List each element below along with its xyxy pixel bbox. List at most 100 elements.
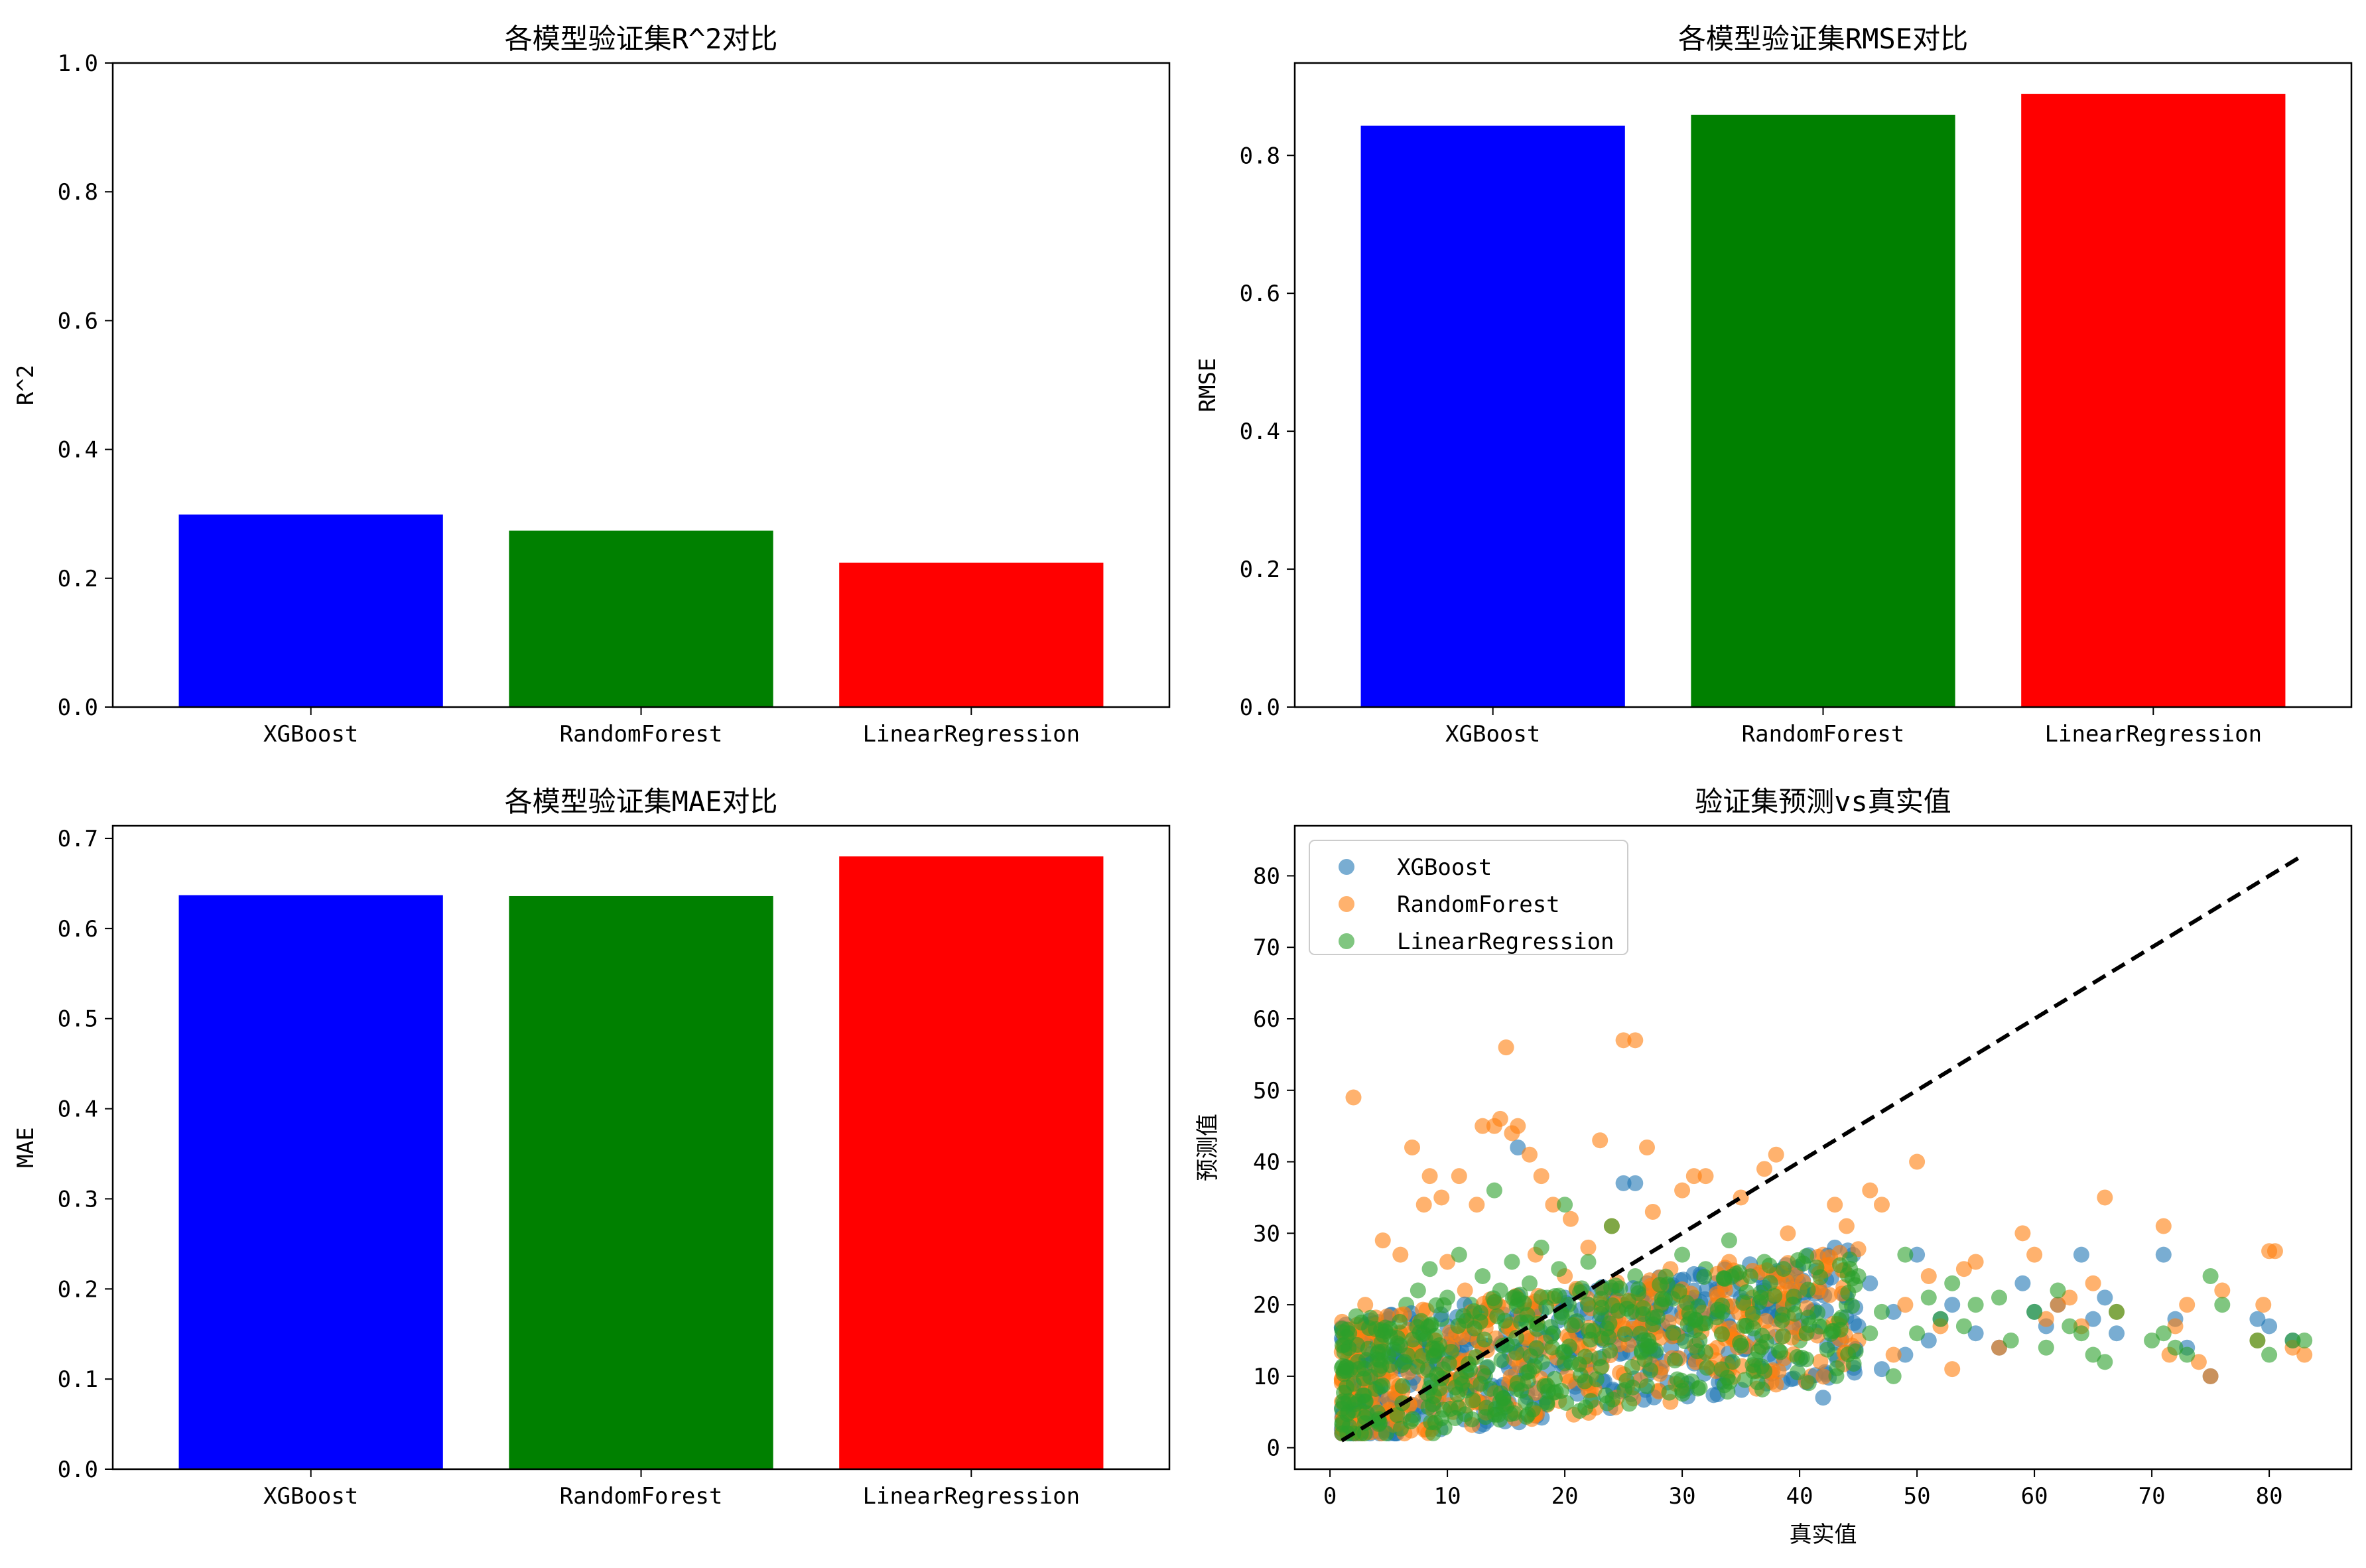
scatter-point-linearregression — [1551, 1261, 1567, 1277]
scatter-point-linearregression — [1509, 1374, 1526, 1391]
scatter-point-linearregression — [1798, 1325, 1815, 1341]
scatter-point-randomforest — [2202, 1368, 2219, 1384]
scatter-point-randomforest — [2296, 1346, 2313, 1363]
scatter-point-randomforest — [1627, 1032, 1644, 1049]
scatter-point-linearregression — [1728, 1266, 1744, 1282]
scatter-point-linearregression — [2097, 1354, 2113, 1370]
scatter-point-linearregression — [1800, 1375, 1817, 1392]
scatter-point-linearregression — [1579, 1296, 1596, 1313]
x-tick-label: 40 — [1786, 1483, 1813, 1510]
y-tick-label: 0.0 — [58, 1457, 98, 1483]
bar-randomforest — [1691, 114, 1955, 708]
scatter-point-linearregression — [2155, 1325, 2172, 1342]
scatter-point-linearregression — [1709, 1301, 1726, 1318]
chart-title: 各模型验证集RMSE对比 — [1678, 23, 1968, 55]
scatter-point-linearregression — [1920, 1289, 1937, 1306]
chart-2: 各模型验证集RMSE对比 XGBoost RandomForest LinearReg… — [1195, 23, 2353, 748]
scatter-point-linearregression — [1421, 1261, 1438, 1277]
legend-entry: XGBoost — [1397, 854, 1492, 881]
scatter-point-linearregression — [1431, 1380, 1448, 1397]
scatter-point-linearregression — [1955, 1318, 1972, 1335]
scatter-point-randomforest — [1404, 1140, 1420, 1155]
scatter-point-linearregression — [1569, 1313, 1585, 1329]
scatter-point-linearregression — [1795, 1255, 1811, 1272]
scatter-point-linearregression — [1841, 1251, 1858, 1268]
scatter-point-linearregression — [1607, 1277, 1624, 1294]
scatter-point-linearregression — [1627, 1268, 1644, 1284]
scatter-point-randomforest — [1780, 1225, 1796, 1242]
scatter-point-linearregression — [1794, 1349, 1810, 1366]
legend-marker — [1339, 896, 1354, 912]
scatter-point-linearregression — [1733, 1337, 1750, 1354]
scatter-point-linearregression — [1521, 1363, 1538, 1380]
y-tick-label: 1.0 — [58, 50, 98, 77]
scatter-point-xgboost — [1874, 1361, 1890, 1378]
scatter-point-randomforest — [2167, 1318, 2184, 1335]
scatter-point-linearregression — [1844, 1270, 1861, 1287]
y-tick-label: 0.6 — [58, 916, 98, 943]
scatter-point-linearregression — [1551, 1287, 1567, 1304]
scatter-point-linearregression — [1621, 1396, 1638, 1412]
scatter-point-linearregression — [2085, 1346, 2101, 1363]
scatter-point-linearregression — [1583, 1393, 1599, 1409]
scatter-point-randomforest — [2062, 1289, 2078, 1306]
scatter-point-randomforest — [1433, 1189, 1450, 1206]
scatter-point-linearregression — [1558, 1395, 1575, 1411]
scatter-point-randomforest — [1897, 1297, 1914, 1313]
scatter-point-linearregression — [1690, 1298, 1707, 1315]
scatter-point-linearregression — [1809, 1305, 1826, 1321]
scatter-point-linearregression — [1944, 1275, 1961, 1291]
scatter-point-linearregression — [1632, 1325, 1648, 1342]
scatter-point-xgboost — [1510, 1140, 1526, 1155]
scatter-point-linearregression — [1522, 1275, 1538, 1291]
chart-title: 验证集预测vs真实值 — [1695, 785, 1951, 818]
scatter-point-linearregression — [1715, 1270, 1732, 1286]
scatter-point-randomforest — [2085, 1275, 2101, 1291]
scatter-point-randomforest — [2155, 1218, 2172, 1234]
scatter-point-xgboost — [1627, 1175, 1644, 1191]
scatter-point-linearregression — [1528, 1340, 1545, 1356]
scatter-point-linearregression — [1348, 1308, 1364, 1325]
scatter-point-linearregression — [1774, 1307, 1791, 1323]
chart-4: 验证集预测vs真实值 0 10 20 30 40 50 60 70 80 0 10 20 30 40 50 60… — [1195, 785, 2353, 1548]
scatter-point-linearregression — [1504, 1254, 1520, 1270]
bar-linearregression — [839, 856, 1104, 1469]
scatter-point-randomforest — [1639, 1140, 1655, 1155]
scatter-point-randomforest — [1475, 1118, 1491, 1134]
y-tick-label: 0.4 — [58, 1096, 98, 1123]
scatter-point-randomforest — [1778, 1274, 1795, 1290]
scatter-point-linearregression — [1874, 1303, 1890, 1320]
y-tick-label: 0.1 — [58, 1366, 98, 1393]
scatter-point-linearregression — [2261, 1346, 2278, 1363]
scatter-point-linearregression — [1766, 1287, 1783, 1304]
scatter-point-linearregression — [1362, 1309, 1379, 1326]
scatter-point-linearregression — [1475, 1268, 1491, 1284]
x-tick-label: LinearRegression — [863, 721, 1081, 748]
bar-linearregression — [2021, 94, 2286, 707]
scatter-point-linearregression — [1695, 1315, 1711, 1332]
y-tick-label: 0.5 — [58, 1006, 98, 1033]
scatter-point-xgboost — [1815, 1390, 1831, 1406]
scatter-point-randomforest — [2255, 1297, 2272, 1313]
scatter-point-linearregression — [1451, 1246, 1467, 1263]
y-tick-label: 0.2 — [58, 566, 98, 592]
scatter-point-randomforest — [2190, 1354, 2207, 1370]
scatter-point-linearregression — [1538, 1299, 1555, 1315]
scatter-point-linearregression — [1357, 1409, 1374, 1426]
y-tick-label: 40 — [1253, 1149, 1280, 1176]
bar-xgboost — [1360, 125, 1625, 707]
chart-title: 各模型验证集R^2对比 — [505, 23, 778, 55]
scatter-point-linearregression — [1786, 1305, 1803, 1322]
scatter-point-linearregression — [1721, 1232, 1737, 1249]
scatter-point-linearregression — [1504, 1290, 1521, 1307]
scatter-point-linearregression — [1674, 1246, 1691, 1263]
axes-frame — [111, 824, 1171, 1470]
scatter-point-linearregression — [1671, 1283, 1687, 1300]
scatter-point-randomforest — [1374, 1232, 1391, 1249]
scatter-point-linearregression — [1402, 1413, 1419, 1429]
scatter-point-linearregression — [1425, 1396, 1441, 1413]
scatter-point-linearregression — [1333, 1401, 1350, 1417]
x-tick-label: 10 — [1434, 1483, 1461, 1510]
y-tick-label: 50 — [1253, 1078, 1280, 1104]
y-tick-label: 20 — [1253, 1292, 1280, 1319]
